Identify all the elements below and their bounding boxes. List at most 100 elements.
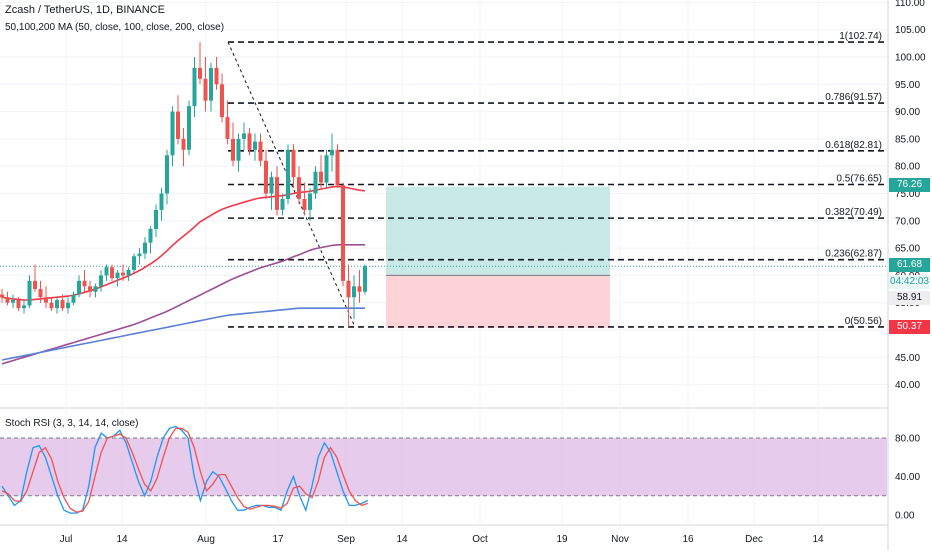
- candle: [352, 275, 356, 320]
- candle: [93, 283, 98, 298]
- y-tick-label: 105.00: [895, 25, 926, 36]
- x-tick-label: Aug: [197, 534, 215, 545]
- fib-level-label: 0.786(91.57): [825, 92, 882, 103]
- candle-body: [88, 286, 92, 292]
- candle: [302, 182, 307, 216]
- candle-body: [121, 272, 125, 276]
- candle: [170, 106, 175, 167]
- x-tick-label: Dec: [745, 534, 763, 545]
- candle-body: [363, 266, 367, 292]
- y-tick-label: 90.00: [895, 107, 920, 118]
- candle-body: [154, 209, 158, 229]
- candle: [363, 264, 367, 295]
- candle: [143, 237, 147, 260]
- candle-body: [165, 155, 169, 194]
- candle: [148, 226, 153, 254]
- candle: [55, 297, 59, 314]
- candle: [66, 297, 70, 314]
- candle-body: [352, 286, 356, 298]
- candle-body: [225, 117, 230, 139]
- candle-body: [335, 149, 340, 186]
- ma-200-line: [1, 307, 365, 361]
- candle: [126, 267, 131, 281]
- candle: [291, 144, 296, 189]
- candle: [0, 289, 4, 303]
- candle-body: [220, 84, 224, 118]
- candle-body: [203, 78, 208, 101]
- candle-body: [0, 294, 4, 298]
- x-tick-label: Jul: [60, 534, 73, 545]
- stoch-rsi-D-line: [1, 427, 368, 513]
- fib-level-label: 1(102.74): [839, 31, 882, 42]
- candle-body: [5, 297, 10, 303]
- candle: [159, 188, 164, 221]
- symbol-title: Zcash / TetherUS, 1D, BINANCE: [5, 4, 165, 16]
- candle-body: [313, 171, 318, 194]
- candle-body: [66, 302, 70, 309]
- candle: [176, 95, 180, 145]
- candle: [60, 294, 65, 311]
- candle-body: [341, 185, 345, 281]
- x-tick-label: 16: [682, 534, 694, 545]
- candle: [286, 144, 290, 205]
- candle: [44, 286, 48, 309]
- price-label-stop: 50.37: [889, 320, 930, 334]
- candle-body: [55, 299, 59, 309]
- candle-body: [247, 133, 252, 150]
- stoch-rsi-legend: Stoch RSI (3, 3, 14, 14, close): [5, 418, 139, 429]
- fib-level-label: 0.382(70.49): [825, 207, 882, 218]
- candle-body: [16, 299, 21, 309]
- candle: [308, 188, 312, 221]
- x-tick-label: Nov: [611, 534, 629, 545]
- candle: [231, 122, 235, 167]
- candle-body: [291, 149, 296, 178]
- candle-body: [115, 272, 120, 279]
- y-tick-label: 65.00: [895, 244, 920, 255]
- candle-body: [269, 177, 274, 194]
- candle-body: [93, 286, 98, 292]
- candle-body: [198, 67, 202, 79]
- x-tick-label: Oct: [472, 534, 488, 545]
- price-label-current: 61.68: [889, 258, 930, 272]
- countdown-label: 04:42:03: [889, 275, 930, 289]
- candle: [225, 100, 230, 145]
- rsi-y-tick-label: 0.00: [895, 511, 915, 522]
- candle: [104, 264, 109, 281]
- candle-body: [44, 297, 48, 303]
- y-tick-label: 110.00: [895, 0, 925, 9]
- candle-body: [280, 198, 285, 210]
- candle: [280, 193, 285, 216]
- candle: [335, 144, 340, 189]
- stoch-rsi-band: [0, 438, 887, 496]
- candle-body: [319, 171, 323, 183]
- y-tick-label: 95.00: [895, 80, 920, 91]
- candle-body: [99, 275, 103, 287]
- candle-body: [286, 149, 290, 199]
- candle-body: [176, 111, 180, 139]
- candle-body: [357, 286, 362, 292]
- fib-level-label: 0(50.56): [845, 316, 882, 327]
- candle-body: [137, 253, 142, 257]
- candle: [165, 149, 169, 205]
- candle: [77, 275, 81, 298]
- candle-body: [126, 269, 131, 276]
- candle-body: [49, 302, 54, 309]
- candle: [341, 182, 345, 287]
- y-tick-label: 70.00: [895, 216, 920, 227]
- candle-body: [264, 160, 268, 194]
- candle: [5, 291, 10, 306]
- candle: [27, 275, 32, 309]
- stop-zone: [386, 275, 610, 328]
- candle: [99, 269, 103, 292]
- candle: [132, 253, 136, 273]
- candle-body: [187, 106, 191, 150]
- candle: [88, 280, 92, 298]
- stoch-rsi-K-line: [1, 425, 369, 514]
- candle: [330, 133, 334, 172]
- candle-body: [104, 267, 109, 276]
- candle-body: [11, 299, 15, 303]
- candle-body: [27, 280, 32, 306]
- fib-level-label: 0.236(62.87): [825, 249, 882, 260]
